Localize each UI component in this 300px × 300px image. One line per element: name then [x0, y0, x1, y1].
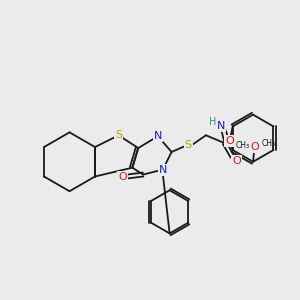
Text: N: N	[154, 131, 162, 141]
Text: H: H	[209, 116, 217, 127]
Text: O: O	[232, 156, 241, 166]
Text: O: O	[118, 172, 127, 182]
Text: S: S	[115, 130, 122, 140]
Text: O: O	[250, 142, 260, 152]
Text: CH₃: CH₃	[262, 139, 276, 148]
Text: CH₃: CH₃	[236, 141, 250, 150]
Text: O: O	[225, 136, 234, 146]
Text: S: S	[185, 140, 192, 150]
Text: N: N	[159, 165, 167, 175]
Text: N: N	[217, 122, 225, 131]
